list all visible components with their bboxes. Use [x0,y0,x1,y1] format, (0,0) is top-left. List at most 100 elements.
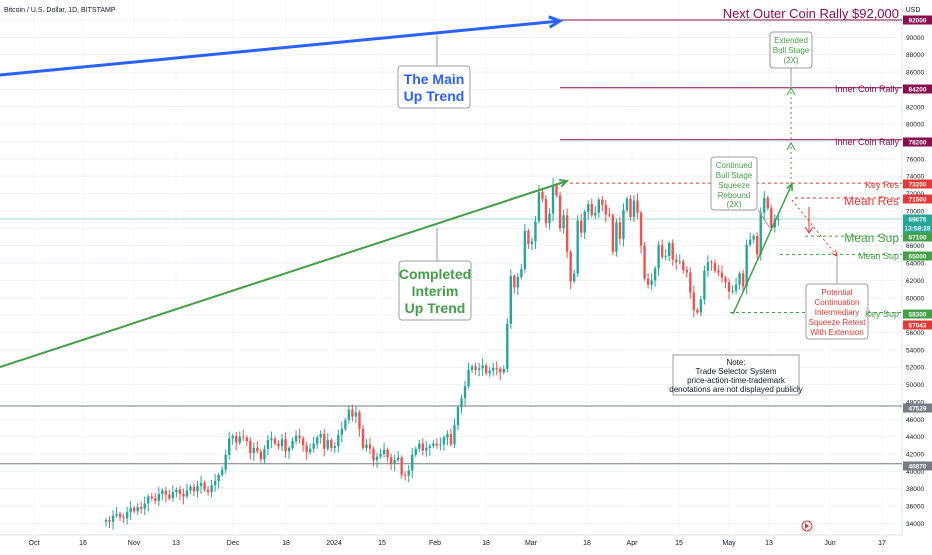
main-trend-line [0,19,561,77]
candle-body [759,212,762,255]
main-trend-callout: The Main Up Trend [397,65,471,109]
candle-body [220,469,224,475]
candle-body [724,277,727,283]
currency-label: USD [906,7,921,14]
candle-body [280,439,284,447]
price-badge [903,179,932,189]
candle-body [537,191,541,222]
candle-body [277,443,280,447]
price-badge-label: 47529 [908,406,926,413]
candle-body [611,215,615,252]
candle-body [305,445,308,453]
candle-body [298,435,301,439]
candle-body [516,276,520,288]
time-tick-label: 13 [765,540,773,547]
candle-body [555,184,558,196]
time-tick-label: 18 [282,540,290,547]
candle-body [541,191,544,199]
price-tick-label: 64000 [906,261,924,268]
candle-body [551,184,555,214]
price-tick-label: 40000 [906,469,924,476]
candle-body [484,365,488,374]
candle-body [249,440,252,454]
candle-body [527,230,530,244]
interim-trend-label-line-1: Completed [399,266,471,282]
candle-body [400,457,403,475]
price-tick-label: 48000 [906,399,924,406]
price-badge-label: 73200 [908,182,926,189]
inner-rally-label-84200: Inner Coin Rally [835,84,900,94]
candle-body [150,496,153,499]
candle-body [530,241,534,244]
candle-body [178,489,182,494]
candle-body [231,435,234,439]
candle-body [171,492,175,499]
candle-body [340,428,344,435]
candle-body [460,398,463,408]
candle-body [418,443,421,449]
candle-body [428,446,432,448]
price-badge-label: 78200 [908,140,926,147]
candle-body [671,243,674,260]
candle-body [235,435,238,443]
next-outer-rally-label: Next Outer Coin Rally $92,000 [723,6,899,21]
candle-body [770,208,773,228]
candle-body [164,490,168,495]
interim-trend-label-line-2: Interim [412,283,459,299]
time-axis[interactable]: Oct 16 Nov 13 Dec 18 2024 15 Feb 18 Mar 18 Apr 15 May 1… [29,540,886,547]
candle-body [741,273,745,287]
candle-body [396,457,400,461]
candle-body [470,366,474,370]
candle-body [206,489,210,493]
main-trend-arrowhead [548,15,564,29]
candle-body [608,214,611,216]
candle-body [495,368,498,369]
time-tick-label: 15 [378,540,386,547]
candle-body [323,434,326,449]
time-tick-label: 16 [79,540,87,547]
candle-body [643,245,646,279]
price-tick-label: 80000 [906,122,924,129]
price-axis[interactable]: 34000 36000 38000 40000 42000 44000 46000 48000… [906,18,924,528]
candle-body [685,269,688,273]
candle-body [467,369,470,387]
interim-trend-callout: Completed Interim Up Trend [398,260,472,321]
time-tick-label: Apr [627,540,639,547]
price-badge-label: 84200 [908,87,926,94]
note-label-line-2: Trade Selector System [695,367,776,376]
candle-body [520,269,523,277]
candle-body [404,474,407,476]
candle-body [692,292,696,310]
time-tick-label: 18 [482,540,490,547]
price-badge [903,223,932,233]
price-badge [903,320,932,330]
candle-body [727,282,731,292]
candle-body [492,368,495,371]
candle-body [594,212,597,216]
candle-body [572,273,576,282]
candle-body [682,261,685,270]
candle-body [217,474,220,481]
candle-body [558,195,562,229]
candle-body [583,211,586,233]
note-box: Note: Trade Selector System price-action… [669,354,803,396]
candle-body [368,444,372,449]
candle-body [632,200,636,218]
candle-body [118,513,122,518]
candle-body [372,448,375,461]
candle-body [351,409,354,417]
continued-label-line-2: Bull Stage [716,171,753,180]
candle-body [389,457,393,464]
price-badges: 92000 84200 78200 73200 71500 69076 13:58:28 67… [903,15,932,471]
candle-body [523,230,527,270]
candle-body [337,434,340,447]
price-tick-label: 38000 [906,486,924,493]
extended-label-line-3: (2X) [783,56,798,65]
candle-body [703,270,706,300]
time-tick-label: Jun [824,540,835,547]
replay-icon[interactable] [801,520,813,532]
candle-body [604,204,608,215]
rebound-trend-line [732,183,793,315]
key-sup-label: Key Sup [865,309,899,319]
candle-body [361,428,365,448]
